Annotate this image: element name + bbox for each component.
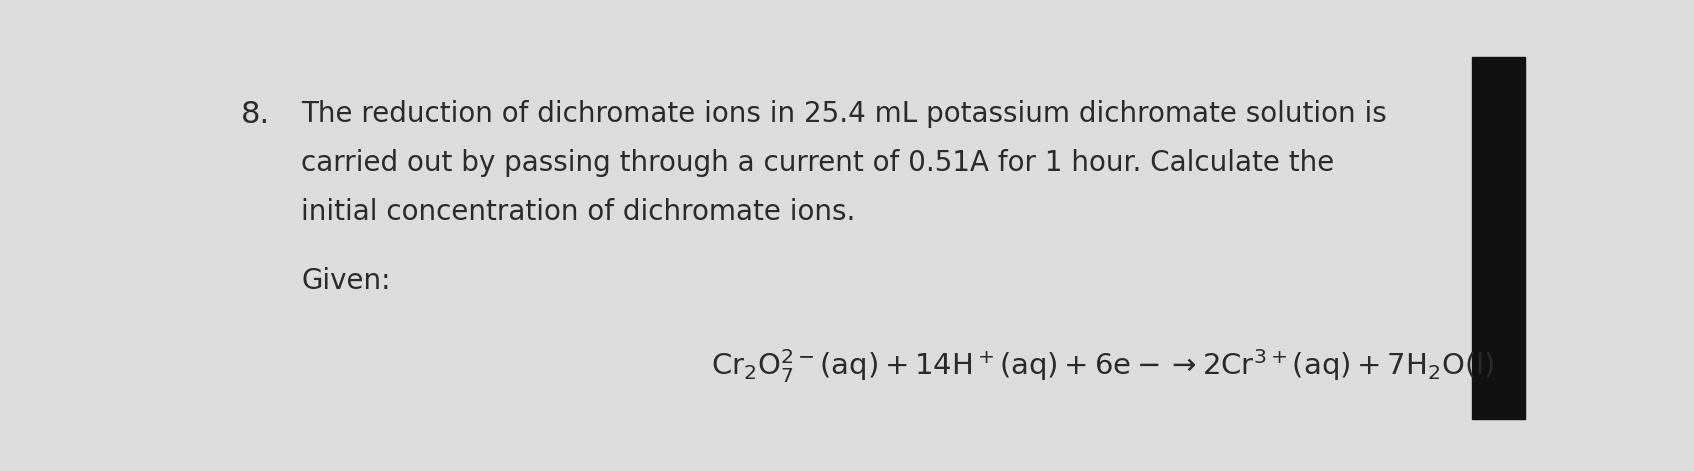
- Text: 8.: 8.: [241, 100, 269, 129]
- Bar: [1472, 57, 1525, 419]
- Text: carried out by passing through a current of 0.51A for 1 hour. Calculate the: carried out by passing through a current…: [302, 149, 1335, 177]
- Text: initial concentration of dichromate ions.: initial concentration of dichromate ions…: [302, 198, 855, 226]
- Text: $\mathrm{Cr_2O_7^{2-}(aq) + 14H^+(aq) + 6e- \rightarrow 2Cr^{3+}(aq) + 7H_2O(l)}: $\mathrm{Cr_2O_7^{2-}(aq) + 14H^+(aq) + …: [711, 347, 1494, 384]
- Text: Given:: Given:: [302, 267, 391, 295]
- Text: The reduction of dichromate ions in 25.4 mL potassium dichromate solution is: The reduction of dichromate ions in 25.4…: [302, 100, 1387, 128]
